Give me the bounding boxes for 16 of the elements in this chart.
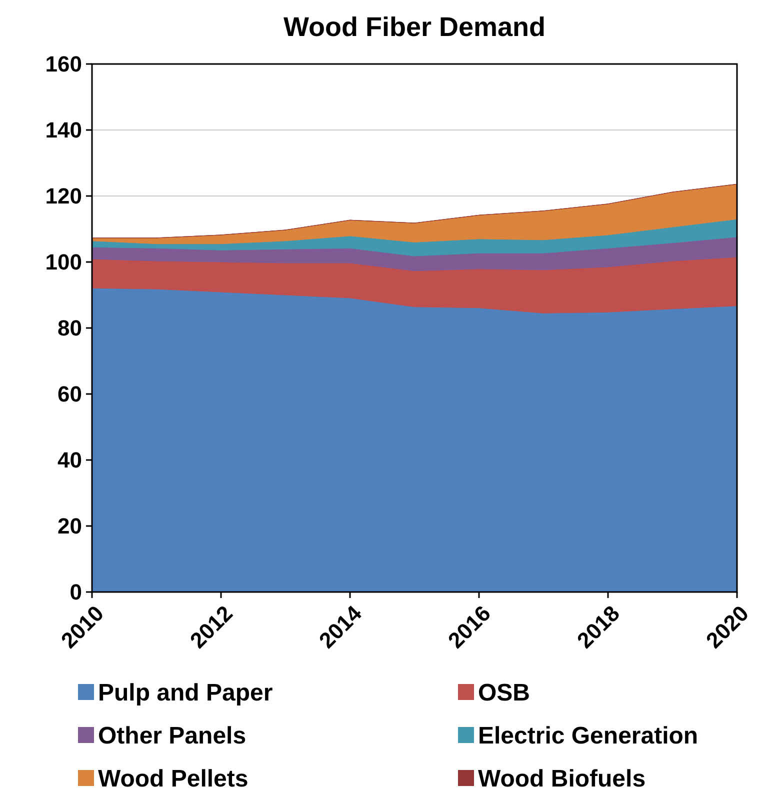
chart-title: Wood Fiber Demand	[283, 12, 546, 42]
y-tick-label: 0	[70, 580, 82, 605]
legend-label: OSB	[478, 679, 530, 706]
legend-label: Wood Biofuels	[478, 765, 646, 792]
legend-label: Other Panels	[98, 722, 246, 750]
y-tick-label: 20	[58, 514, 82, 539]
legend-label: Wood Pellets	[98, 765, 248, 792]
legend-label: Electric Generation	[478, 722, 698, 750]
legend-label: Pulp and Paper	[98, 679, 273, 706]
y-tick-label: 40	[58, 448, 82, 473]
y-tick-label: 60	[58, 382, 82, 407]
y-tick-label: 140	[45, 118, 82, 143]
y-tick-label: 100	[45, 250, 82, 275]
y-tick-label: 80	[58, 316, 82, 341]
y-tick-label: 160	[45, 52, 82, 77]
y-tick-label: 120	[45, 184, 82, 209]
